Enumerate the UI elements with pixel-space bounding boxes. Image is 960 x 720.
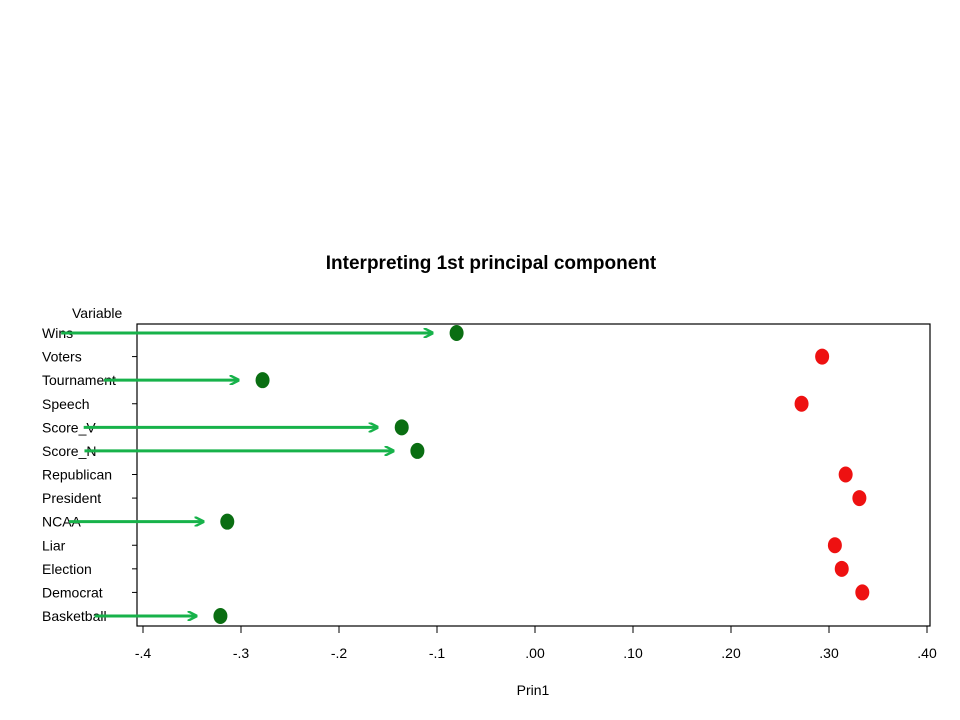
y-axis-label: Variable — [72, 305, 123, 321]
data-point — [815, 348, 830, 365]
variable-label: Score_N — [42, 443, 96, 459]
chart-title: Interpreting 1st principal component — [326, 253, 657, 274]
x-ticks: -.4 -.3 -.2 -.1 .00 .10 .20 .30 .40 — [135, 626, 937, 661]
variable-label: Speech — [42, 396, 89, 412]
x-tick-label: .00 — [525, 645, 545, 661]
data-point — [855, 584, 870, 601]
variable-label: Voters — [42, 349, 82, 365]
variable-label: Liar — [42, 537, 66, 553]
variable-label: Democrat — [42, 584, 103, 600]
x-axis-label: Prin1 — [517, 682, 550, 698]
y-ticks — [132, 332, 137, 617]
variable-label: Score_V — [42, 419, 96, 435]
variable-label: Wins — [42, 325, 73, 341]
data-point — [827, 537, 842, 554]
data-point — [213, 608, 228, 624]
x-tick-label: -.3 — [233, 645, 250, 661]
plot-frame — [136, 323, 931, 627]
data-point — [255, 372, 270, 389]
x-tick-label: .20 — [721, 645, 741, 661]
x-tick-label: -.1 — [429, 645, 446, 661]
variable-label: Republican — [42, 467, 112, 483]
data-point — [834, 560, 849, 577]
variable-label: NCAA — [42, 514, 82, 530]
data-point — [410, 442, 425, 459]
variable-label: President — [42, 490, 101, 506]
x-tick-label: -.4 — [135, 645, 152, 661]
variable-labels: Wins Voters Tournament Speech Score_V Score_N… — [42, 325, 116, 624]
data-point — [838, 466, 853, 483]
x-tick-label: .30 — [819, 645, 839, 661]
variable-label: Election — [42, 561, 92, 577]
x-tick-label: -.2 — [331, 645, 348, 661]
highlight-arrows — [61, 333, 431, 616]
variable-label: Tournament — [42, 372, 116, 388]
x-tick-label: .40 — [917, 645, 937, 661]
data-point — [794, 395, 809, 412]
data-points — [213, 325, 870, 624]
data-point — [852, 490, 867, 507]
variable-label: Basketball — [42, 608, 107, 624]
data-point — [220, 513, 235, 530]
x-tick-label: .10 — [623, 645, 643, 661]
data-point — [449, 325, 464, 341]
data-point — [394, 419, 409, 436]
